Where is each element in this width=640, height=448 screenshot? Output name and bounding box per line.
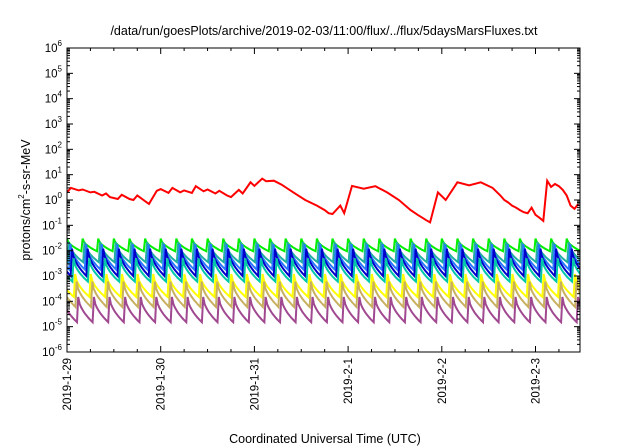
y-tick-label: 106 [45, 39, 63, 55]
x-tick-label: 2019-1-31 [249, 358, 261, 410]
flux-series-line [67, 296, 580, 325]
y-tick-label: 10-6 [42, 343, 62, 359]
plot-lines [67, 177, 580, 325]
x-axis: 2019-1-29 2019-1-30 2019-1-31 2019-2-1 2019-… [62, 48, 560, 410]
flux-series-line [67, 281, 580, 310]
x-tick-label: 2019-1-29 [62, 358, 74, 410]
flux-series-line [67, 258, 580, 284]
x-tick-label: 2019-2-2 [437, 358, 449, 404]
y-tick-label: 104 [45, 90, 63, 106]
x-axis-label: Coordinated Universal Time (UTC) [229, 432, 421, 446]
y-tick-label: 10-1 [42, 216, 62, 232]
y-tick-label: 101 [45, 166, 63, 182]
flux-series-line [67, 273, 580, 300]
y-axis-label: protons/cm2-s-sr-MeV [17, 139, 33, 261]
chart-title: /data/run/goesPlots/archive/2019-02-03/1… [110, 24, 538, 38]
y-tick-label: 10-3 [42, 267, 62, 283]
y-tick-label: 10-4 [42, 292, 62, 308]
flux-series-line [67, 248, 580, 279]
y-tick-label: 105 [45, 64, 63, 80]
y-tick-label: 100 [45, 191, 63, 207]
y-tick-label: 10-5 [42, 318, 62, 334]
y-axis: 10-6 10-5 10-4 10-3 10-2 10-1 100 101 102 103 104 1… [42, 39, 580, 359]
y-tick-label: 103 [45, 115, 63, 131]
y-tick-label: 10-2 [42, 242, 62, 258]
y-tick-label: 102 [45, 140, 63, 156]
red-flux-series-line [67, 177, 580, 224]
x-tick-label: 2019-1-30 [156, 358, 168, 410]
x-tick-label: 2019-2-1 [343, 358, 355, 404]
x-tick-label: 2019-2-3 [531, 358, 543, 404]
